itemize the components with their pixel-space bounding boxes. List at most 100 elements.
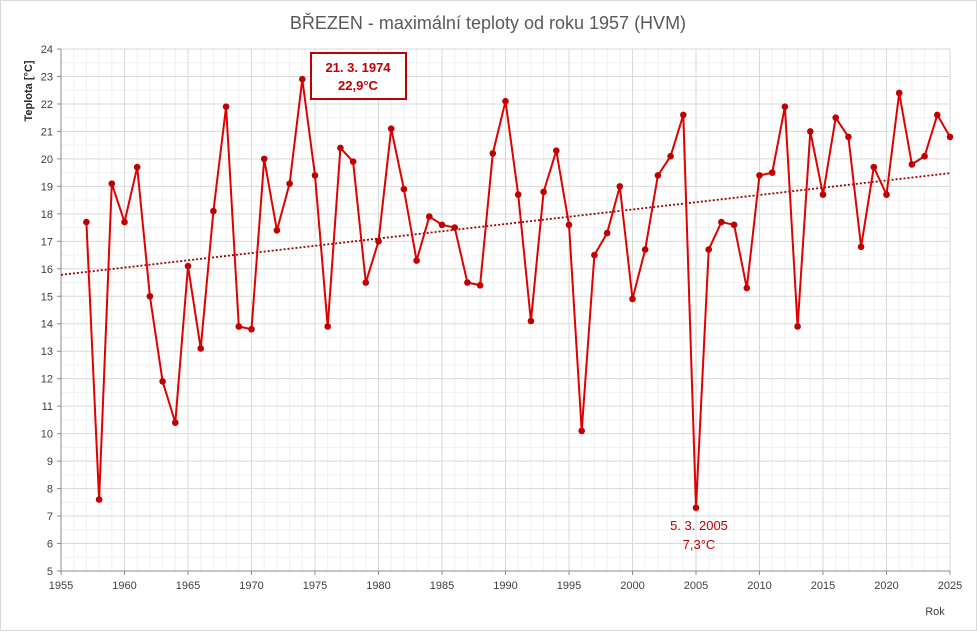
data-point (172, 419, 179, 426)
data-point (273, 227, 281, 234)
data-point (83, 218, 90, 226)
y-tick-label: 10 (41, 429, 53, 441)
x-tick-label: 1985 (430, 580, 454, 592)
data-point (819, 191, 827, 198)
data-point (489, 150, 497, 157)
data-point (845, 133, 852, 141)
x-tick-label: 2010 (747, 580, 771, 592)
annotation-max: 21. 3. 1974 22,9°C (310, 52, 407, 100)
data-point (426, 213, 433, 220)
data-point (756, 172, 763, 179)
data-point (654, 172, 662, 179)
y-tick-label: 22 (41, 99, 53, 111)
annotation-max-value: 22,9°C (338, 78, 379, 93)
data-point (705, 246, 712, 253)
x-tick-label: 1970 (239, 580, 263, 592)
y-tick-labels: 5 6 7 8 9 10 11 12 13 14 15 16 17 18 19 20 21 22 23 24 (41, 44, 53, 578)
data-point (807, 128, 814, 135)
data-point (311, 172, 319, 179)
data-point (235, 323, 243, 330)
data-point (260, 155, 268, 163)
data-point (743, 284, 751, 292)
axes (57, 48, 951, 575)
data-point (514, 191, 522, 198)
x-tick-label: 1990 (493, 580, 517, 592)
annotation-max-box (310, 52, 407, 100)
data-point (553, 147, 560, 154)
data-point (413, 257, 420, 264)
data-point (832, 114, 839, 121)
data-point (362, 279, 370, 286)
y-tick-label: 18 (41, 209, 53, 221)
data-point (476, 281, 484, 289)
data-point (908, 161, 916, 168)
x-tick-label: 2020 (874, 580, 898, 592)
y-tick-label: 19 (41, 181, 53, 193)
x-tick-label: 1995 (557, 580, 581, 592)
data-point (387, 125, 395, 132)
data-point (375, 238, 382, 245)
y-tick-label: 8 (47, 484, 53, 496)
x-tick-label: 1975 (303, 580, 327, 592)
annotation-min: 5. 3. 2005 7,3°C (670, 518, 728, 552)
data-point (718, 218, 725, 226)
data-point (502, 97, 509, 105)
y-axis-label: Teplota [°C] (23, 60, 35, 121)
data-point (730, 221, 738, 229)
y-tick-label: 12 (41, 374, 53, 386)
x-tick-label: 2000 (620, 580, 644, 592)
major-grid (60, 48, 951, 572)
data-point (222, 103, 230, 110)
data-point (108, 180, 116, 187)
data-point (197, 345, 204, 352)
data-point (210, 207, 217, 215)
y-tick-label: 5 (47, 566, 53, 578)
data-point (146, 292, 154, 300)
data-point (616, 183, 624, 190)
data-point (121, 218, 128, 226)
annotation-max-date: 21. 3. 1974 (325, 60, 391, 75)
data-point (768, 169, 776, 176)
x-tick-labels: 1955 1960 1965 1970 1975 1980 1985 1990 1995 2000… (49, 580, 962, 592)
x-tick-label: 2025 (938, 580, 962, 592)
y-tick-label: 23 (41, 71, 53, 83)
x-tick-label: 2015 (811, 580, 835, 592)
y-tick-label: 24 (41, 44, 53, 56)
y-tick-label: 6 (47, 539, 53, 551)
data-point (603, 229, 611, 237)
x-tick-label: 2005 (684, 580, 708, 592)
chart-title: BŘEZEN - maximální teploty od roku 1957 … (290, 13, 686, 33)
data-point (781, 103, 789, 110)
data-point (946, 133, 954, 141)
data-point (527, 317, 535, 325)
data-point (184, 262, 192, 270)
data-point (248, 325, 255, 333)
x-tick-label: 1955 (49, 580, 73, 592)
data-point (299, 75, 306, 83)
x-tick-label: 1965 (176, 580, 200, 592)
x-tick-label: 1980 (366, 580, 390, 592)
data-point (578, 427, 585, 435)
data-point (921, 152, 928, 160)
data-point (349, 158, 357, 165)
data-point (451, 224, 459, 231)
data-point (857, 243, 865, 251)
y-tick-label: 20 (41, 154, 53, 166)
data-point (641, 246, 649, 253)
data-point (159, 378, 166, 385)
y-tick-label: 11 (42, 401, 53, 413)
data-point (133, 163, 141, 171)
data-point (870, 163, 878, 171)
data-point (883, 191, 890, 198)
data-point (438, 221, 446, 229)
data-point (794, 323, 801, 330)
data-point (400, 185, 408, 193)
y-tick-label: 17 (41, 236, 53, 248)
y-tick-label: 21 (41, 126, 53, 138)
x-tick-label: 1960 (112, 580, 136, 592)
data-point (680, 111, 687, 119)
data-point (95, 496, 103, 503)
y-tick-label: 13 (41, 346, 53, 358)
